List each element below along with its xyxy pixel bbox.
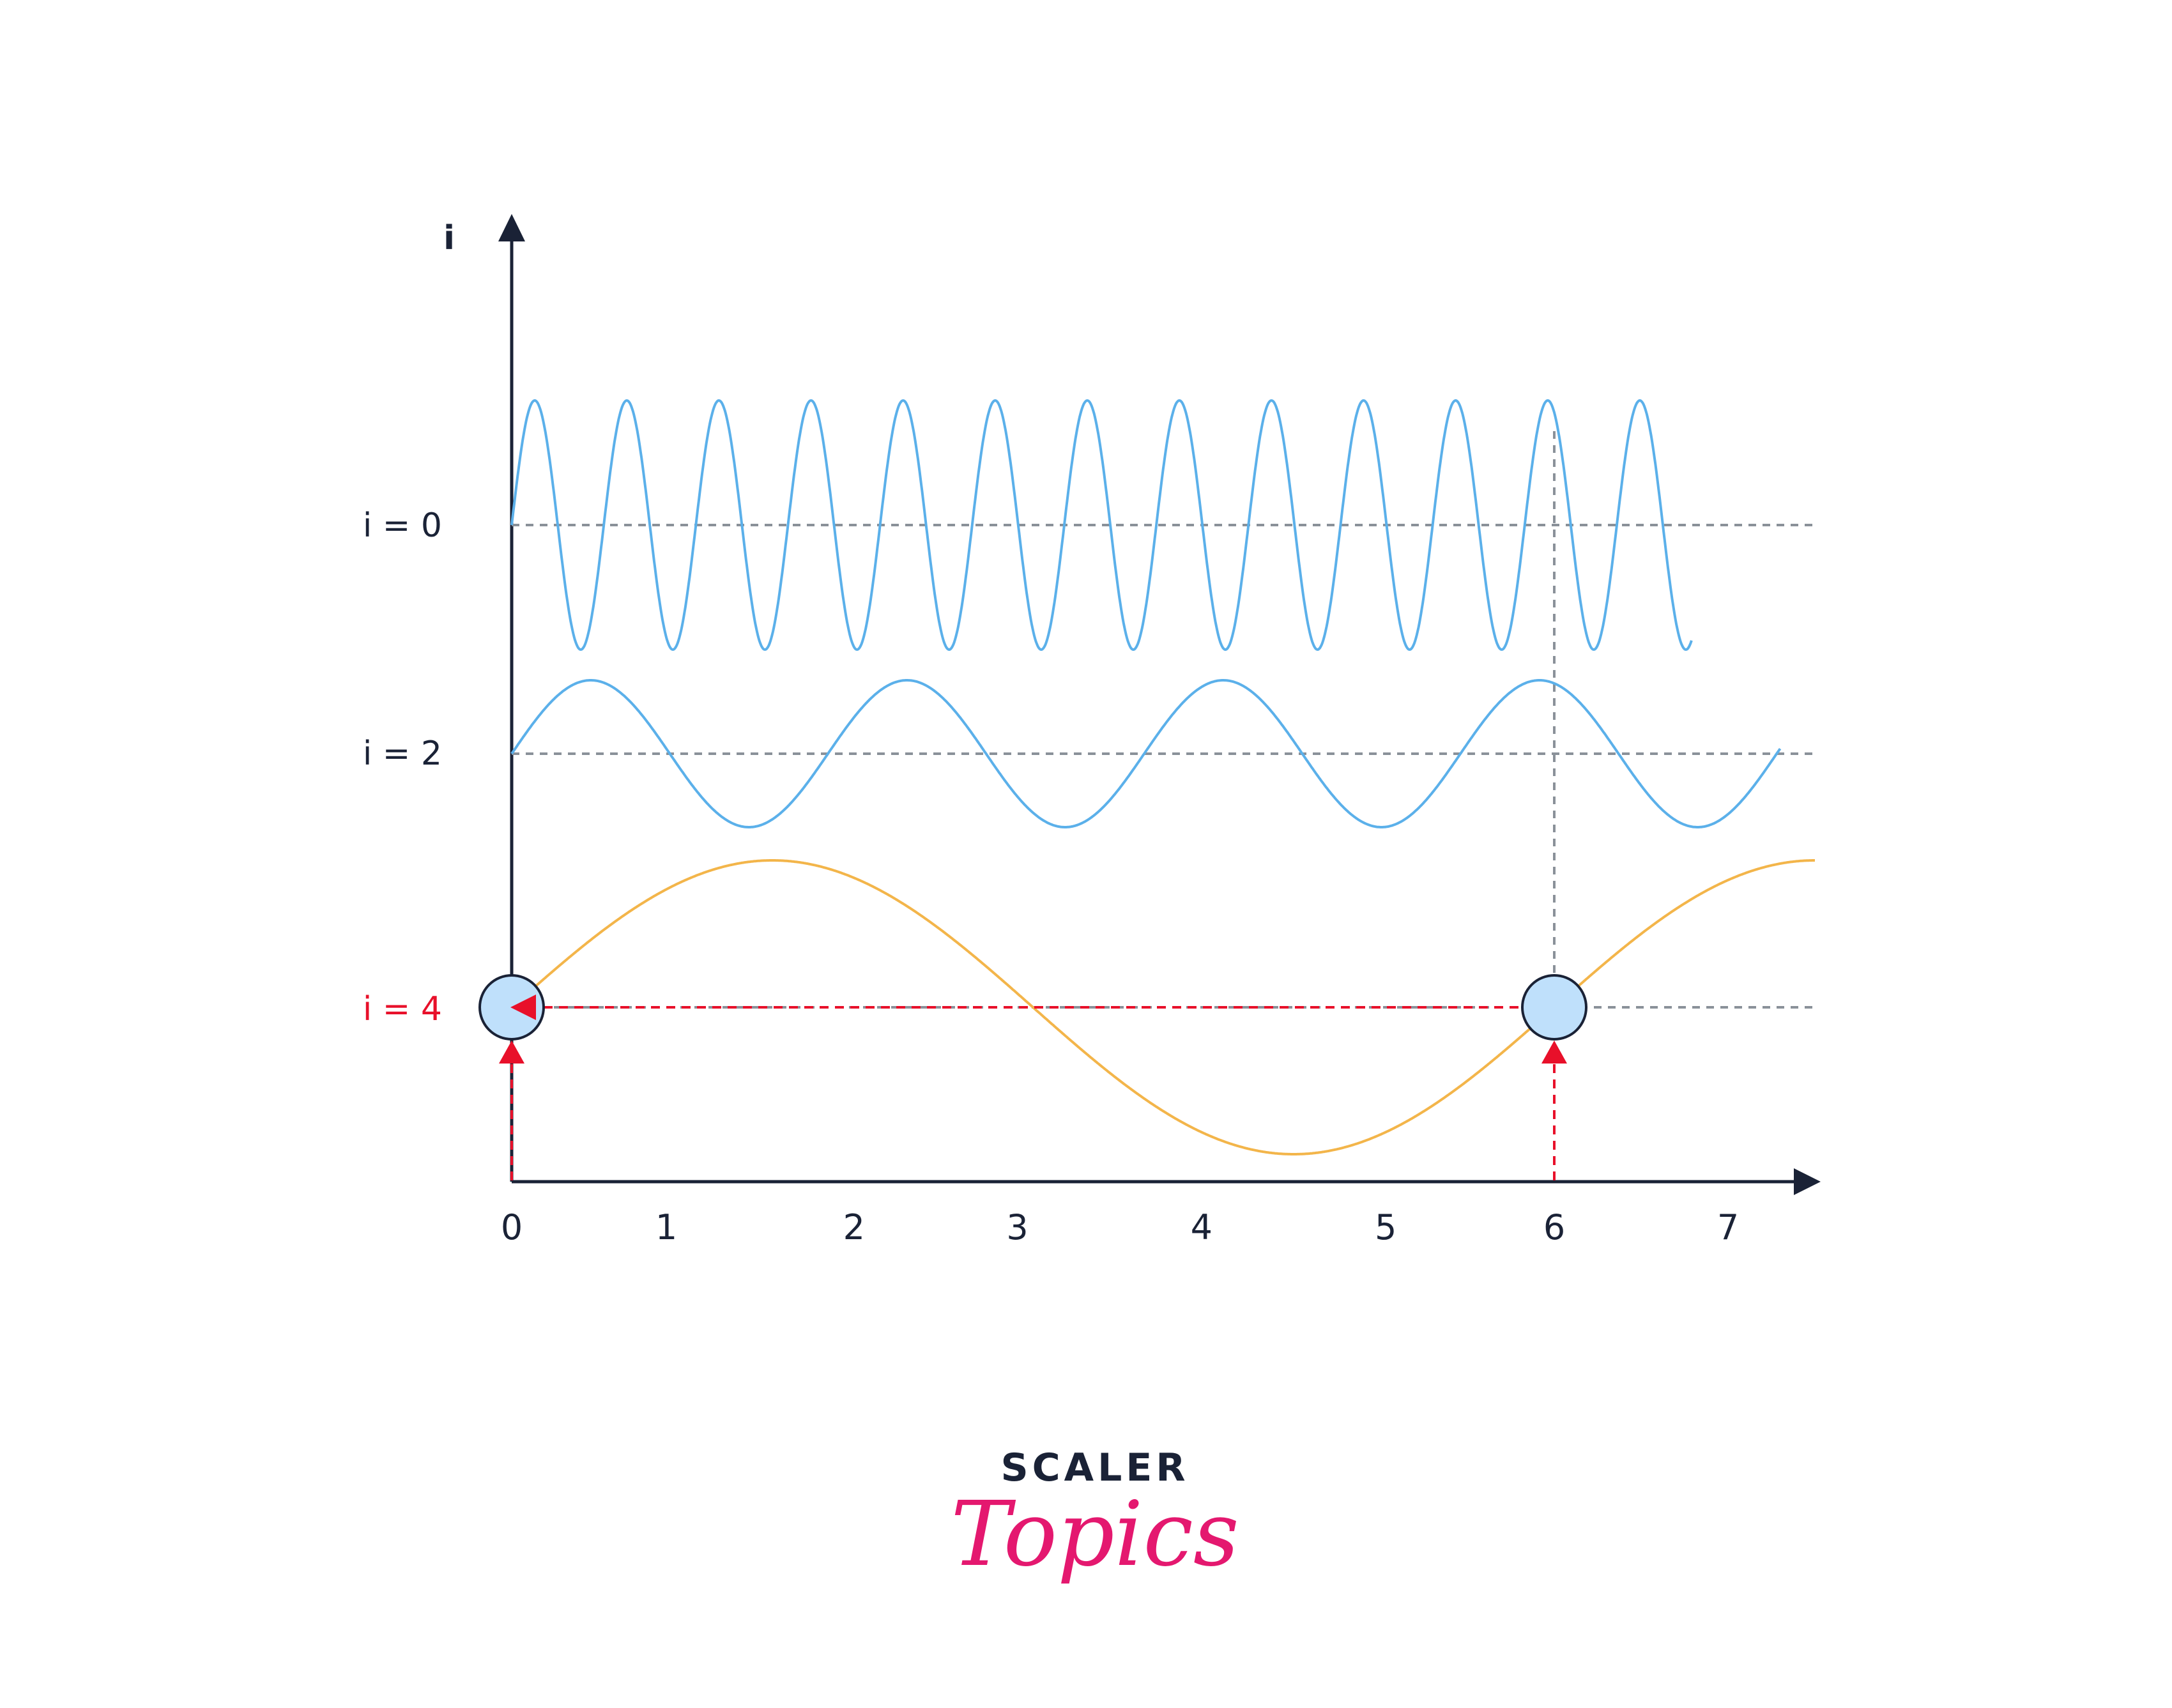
wave-i4-curve <box>510 859 1815 1155</box>
curves <box>510 399 1815 1155</box>
axes: i <box>443 214 1821 1195</box>
level-label-i4: i = 4 <box>363 990 442 1028</box>
level-label-i2: i = 2 <box>363 735 442 773</box>
logo-topics-text: Topics <box>951 1483 1239 1587</box>
logo-scaler-text: SCALER <box>1000 1445 1189 1490</box>
scaler-topics-logo: SCALER Topics <box>951 1445 1239 1587</box>
x-axis-arrowhead <box>1794 1168 1821 1195</box>
x-tick-label-7: 7 <box>1717 1207 1739 1247</box>
x-tick-label-3: 3 <box>1006 1207 1028 1247</box>
alias-arrowhead-left <box>510 995 536 1020</box>
wave-i0-curve <box>510 399 1693 652</box>
x-tick-label-5: 5 <box>1375 1207 1396 1247</box>
y-axis-label: i <box>443 219 455 257</box>
sample-markers <box>478 974 1587 1180</box>
sample-arrowhead-0 <box>499 1041 524 1064</box>
x-tick-label-2: 2 <box>843 1207 865 1247</box>
x-tick-labels: 0 1 2 3 4 5 6 7 <box>501 1207 1739 1247</box>
wave-i2-curve <box>510 679 1782 828</box>
x-tick-label-4: 4 <box>1191 1207 1212 1247</box>
x-tick-label-1: 1 <box>655 1207 677 1247</box>
sample-arrowhead-6 <box>1541 1041 1567 1064</box>
x-tick-label-0: 0 <box>501 1207 523 1247</box>
level-label-i0: i = 0 <box>363 507 442 545</box>
level-labels: i = 0 i = 2 i = 4 <box>363 507 442 1028</box>
x-tick-label-6: 6 <box>1543 1207 1565 1247</box>
y-axis-arrowhead <box>498 214 525 241</box>
sample-marker-6 <box>1521 974 1587 1041</box>
